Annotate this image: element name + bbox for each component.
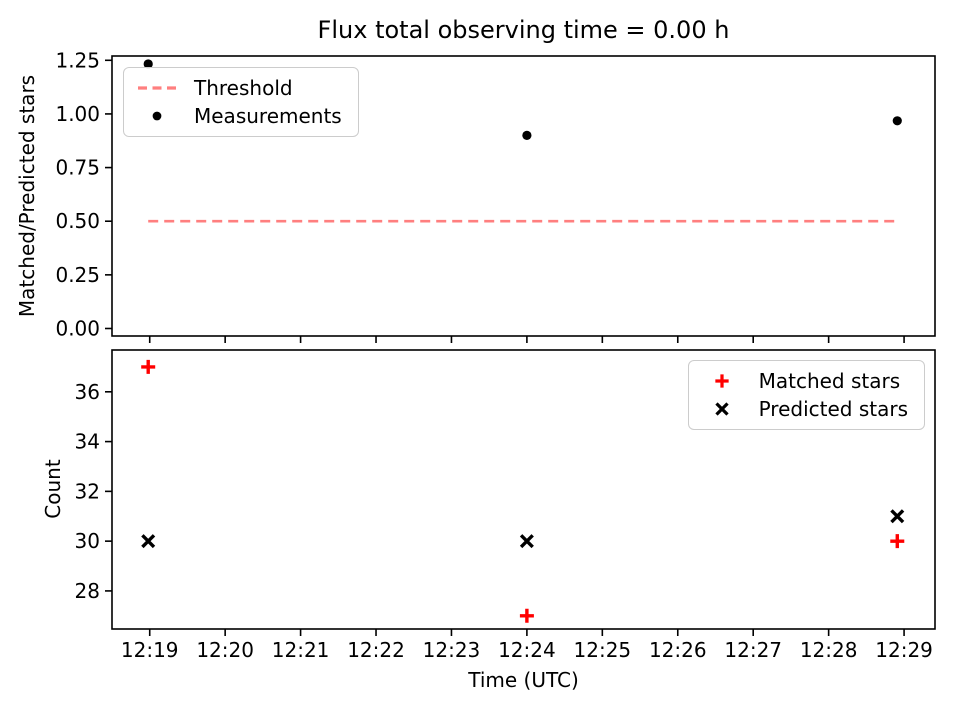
panel-frame-count-panel (111, 349, 936, 630)
x-tick-label: 12:28 (800, 638, 858, 662)
predicted-stars-point (141, 534, 156, 549)
legend-label: Predicted stars (758, 397, 908, 421)
x-marker (714, 402, 729, 416)
plus-marker (519, 608, 534, 623)
x-axis-label: Time (UTC) (468, 668, 579, 692)
x-tick-label: 12:22 (347, 638, 405, 662)
x-tick-label: 12:20 (196, 638, 254, 662)
matched-stars-point (890, 534, 905, 549)
y-tick-label: 0.75 (55, 156, 100, 180)
y-tick-label: 34 (75, 430, 100, 454)
dot-icon (134, 107, 180, 125)
legend-entry-predicted-stars: Predicted stars (699, 395, 908, 423)
measurements-point (522, 130, 532, 140)
plus-icon (699, 372, 745, 390)
x-tick-label: 12:26 (649, 638, 707, 662)
x-tick-label: 12:19 (121, 638, 179, 662)
y-axis-label-count: Count (41, 459, 65, 519)
x-tick-label: 12:24 (498, 638, 556, 662)
legend-label: Matched stars (758, 369, 901, 393)
dot-marker (143, 59, 153, 69)
x-marker (519, 534, 534, 549)
y-tick-label: 1.00 (55, 102, 100, 126)
legend-count-panel: Matched stars Predicted stars (687, 360, 925, 430)
y-tick-label: 1.25 (55, 48, 100, 72)
x-tick-label: 12:27 (724, 638, 782, 662)
x-tick-label: 12:23 (423, 638, 481, 662)
y-tick-label: 0.25 (55, 263, 100, 287)
plus-marker (141, 359, 156, 374)
x-marker (141, 534, 156, 549)
y-tick-label: 30 (75, 529, 100, 553)
y-tick-label: 32 (75, 479, 100, 503)
legend-entry-measurements: Measurements (134, 102, 342, 130)
chart-title: Flux total observing time = 0.00 h (317, 16, 730, 44)
plus-marker (890, 534, 905, 549)
x-tick-label: 12:25 (574, 638, 632, 662)
matched-stars-point (519, 608, 534, 623)
measurements-point (143, 59, 153, 69)
predicted-stars-point (519, 534, 534, 549)
y-tick-label: 28 (75, 579, 100, 603)
measurements-point (892, 116, 902, 126)
legend-entry-matched-stars: Matched stars (699, 367, 908, 395)
dot-marker (152, 111, 162, 121)
plus-marker (714, 374, 729, 388)
legend-label: Measurements (194, 104, 342, 128)
y-tick-label: 36 (75, 380, 100, 404)
x-marker (890, 509, 905, 524)
panel-frame-ratio-panel (111, 55, 936, 337)
dot-marker (522, 130, 532, 140)
x-tick-label: 12:29 (875, 638, 933, 662)
legend-label: Threshold (194, 76, 293, 100)
legend-entry-threshold: Threshold (134, 74, 342, 102)
x-icon (699, 400, 745, 418)
predicted-stars-point (890, 509, 905, 524)
dot-marker (892, 116, 902, 126)
y-tick-label: 0.00 (55, 316, 100, 340)
matched-stars-point (141, 359, 156, 374)
x-tick-label: 12:21 (272, 638, 330, 662)
legend-ratio-panel: Threshold Measurements (123, 67, 359, 137)
dashes-icon (134, 79, 180, 97)
y-tick-label: 0.50 (55, 209, 100, 233)
y-axis-label-ratio: Matched/Predicted stars (15, 74, 39, 318)
